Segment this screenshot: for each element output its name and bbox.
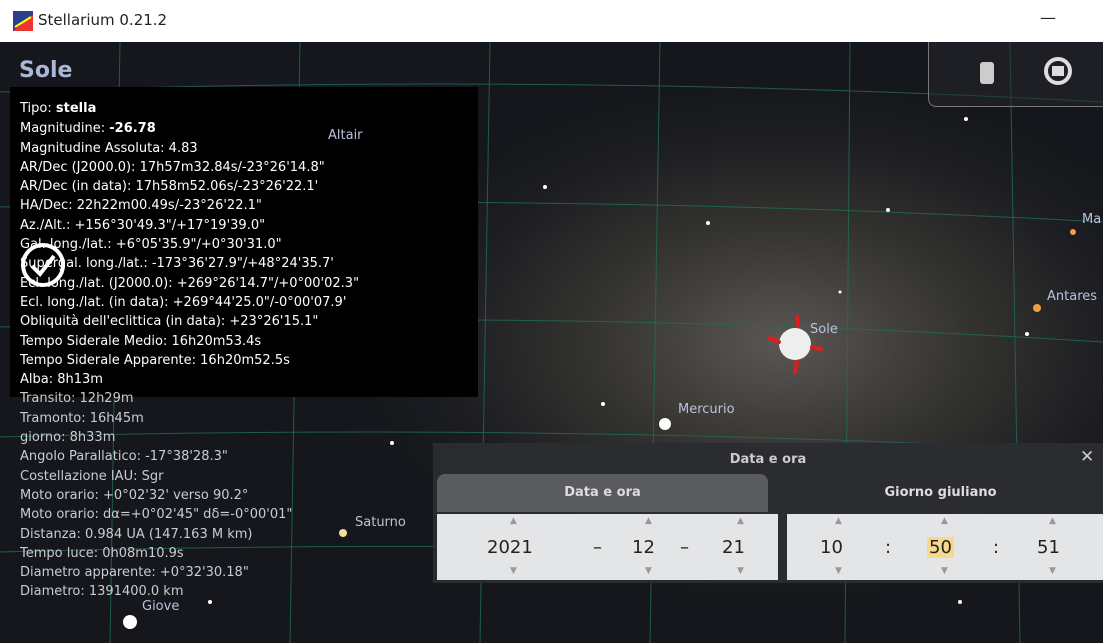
spin-arrow[interactable]: ▲ [510, 516, 517, 526]
spin-arrow[interactable]: ▼ [835, 566, 842, 576]
info-line: Az./Alt.: +156°30'49.3"/+17°19'39.0" [20, 218, 265, 233]
app-icon [13, 11, 33, 31]
spin-arrow[interactable]: ▼ [1049, 566, 1056, 576]
sky-label: Antares [1047, 289, 1097, 304]
spin-arrow[interactable]: ▲ [737, 516, 744, 526]
info-line: Transito: 12h29m [20, 391, 134, 406]
tab[interactable]: Giorno giuliano [778, 474, 1103, 512]
separator: : [993, 537, 999, 558]
spin-arrow[interactable]: ▼ [510, 566, 517, 576]
year-field[interactable]: 2021 [487, 537, 533, 558]
info-line: Supergal. long./lat.: -173°36'27.9"/+48°… [20, 256, 334, 271]
info-magnitude: Magnitudine: -26.78 [20, 121, 156, 136]
spin-arrow[interactable]: ▲ [835, 516, 842, 526]
info-line: Obliquità dell'eclittica (in data): +23°… [20, 314, 318, 329]
close-button[interactable]: ✕ [1080, 447, 1094, 467]
value: stella [56, 101, 96, 116]
object-name: Sole [19, 58, 72, 83]
sky-label: Mercurio [678, 402, 735, 417]
sky-label: Ma [1082, 212, 1101, 227]
separator: – [680, 537, 689, 558]
info-line: AR/Dec (J2000.0): 17h57m32.84s/-23°26'14… [20, 160, 325, 175]
info-line: Tramonto: 16h45m [20, 411, 144, 426]
tab[interactable]: Data e ora [437, 474, 768, 512]
sky-label: Giove [142, 599, 179, 614]
sky-label: Saturno [355, 515, 406, 530]
info-line: HA/Dec: 22h22m00.49s/-23°26'22.1" [20, 198, 262, 213]
minute-field[interactable]: 50 [927, 537, 954, 558]
second-field[interactable]: 51 [1037, 537, 1060, 558]
info-line: Ecl. long./lat. (in data): +269°44'25.0"… [20, 295, 346, 310]
separator: – [593, 537, 602, 558]
day-field[interactable]: 21 [722, 537, 745, 558]
info-line: Ecl. long./lat. (J2000.0): +269°26'14.7"… [20, 276, 359, 291]
spin-arrow[interactable]: ▼ [645, 566, 652, 576]
info-line: Tempo Siderale Medio: 16h20m53.4s [20, 334, 261, 349]
info-line: Magnitudine Assoluta: 4.83 [20, 141, 198, 156]
top-right-toolbar [928, 42, 1103, 107]
spin-arrow[interactable]: ▼ [737, 566, 744, 576]
select-button[interactable] [20, 242, 66, 288]
sky-label: Sole [810, 322, 838, 337]
info-line: AR/Dec (in data): 17h58m52.06s/-23°26'22… [20, 179, 318, 194]
info-line: Moto orario: +0°02'32' verso 90.2° [20, 488, 248, 503]
dialog-title: Data e ora [433, 452, 1103, 467]
sky-label: Altair [328, 128, 363, 143]
trash-button[interactable] [977, 58, 997, 86]
info-line: Tempo luce: 0h08m10.9s [20, 546, 184, 561]
value: -26.78 [109, 121, 156, 136]
window-title: Stellarium 0.21.2 [38, 11, 167, 29]
spin-arrow[interactable]: ▲ [645, 516, 652, 526]
fullscreen-button[interactable] [1043, 56, 1073, 86]
info-line: Distanza: 0.984 UA (147.163 M km) [20, 527, 252, 542]
info-line: giorno: 8h33m [20, 430, 115, 445]
hour-field[interactable]: 10 [820, 537, 843, 558]
info-line: Tempo Siderale Apparente: 16h20m52.5s [20, 353, 290, 368]
info-line: Costellazione IAU: Sgr [20, 469, 163, 484]
label: Magnitudine: [20, 121, 105, 136]
spin-arrow[interactable]: ▲ [941, 516, 948, 526]
label: Tipo: [20, 101, 52, 116]
info-type: Tipo: stella [20, 101, 96, 116]
spin-arrow[interactable]: ▼ [941, 566, 948, 576]
stellarium-window: Stellarium 0.21.2 — Sole [0, 0, 1103, 643]
spin-arrow[interactable]: ▲ [1049, 516, 1056, 526]
info-line: Diametro: 1391400.0 km [20, 584, 184, 599]
info-line: Moto orario: dα=+0°02'45" dδ=-0°00'01" [20, 507, 292, 522]
separator: : [885, 537, 891, 558]
month-field[interactable]: 12 [632, 537, 655, 558]
title-bar: Stellarium 0.21.2 — [0, 0, 1103, 42]
info-line: Angolo Parallatico: -17°38'28.3" [20, 449, 228, 464]
info-line: Alba: 8h13m [20, 372, 103, 387]
info-line: Diametro apparente: +0°32'30.18" [20, 565, 249, 580]
minimize-button[interactable]: — [1040, 8, 1056, 27]
